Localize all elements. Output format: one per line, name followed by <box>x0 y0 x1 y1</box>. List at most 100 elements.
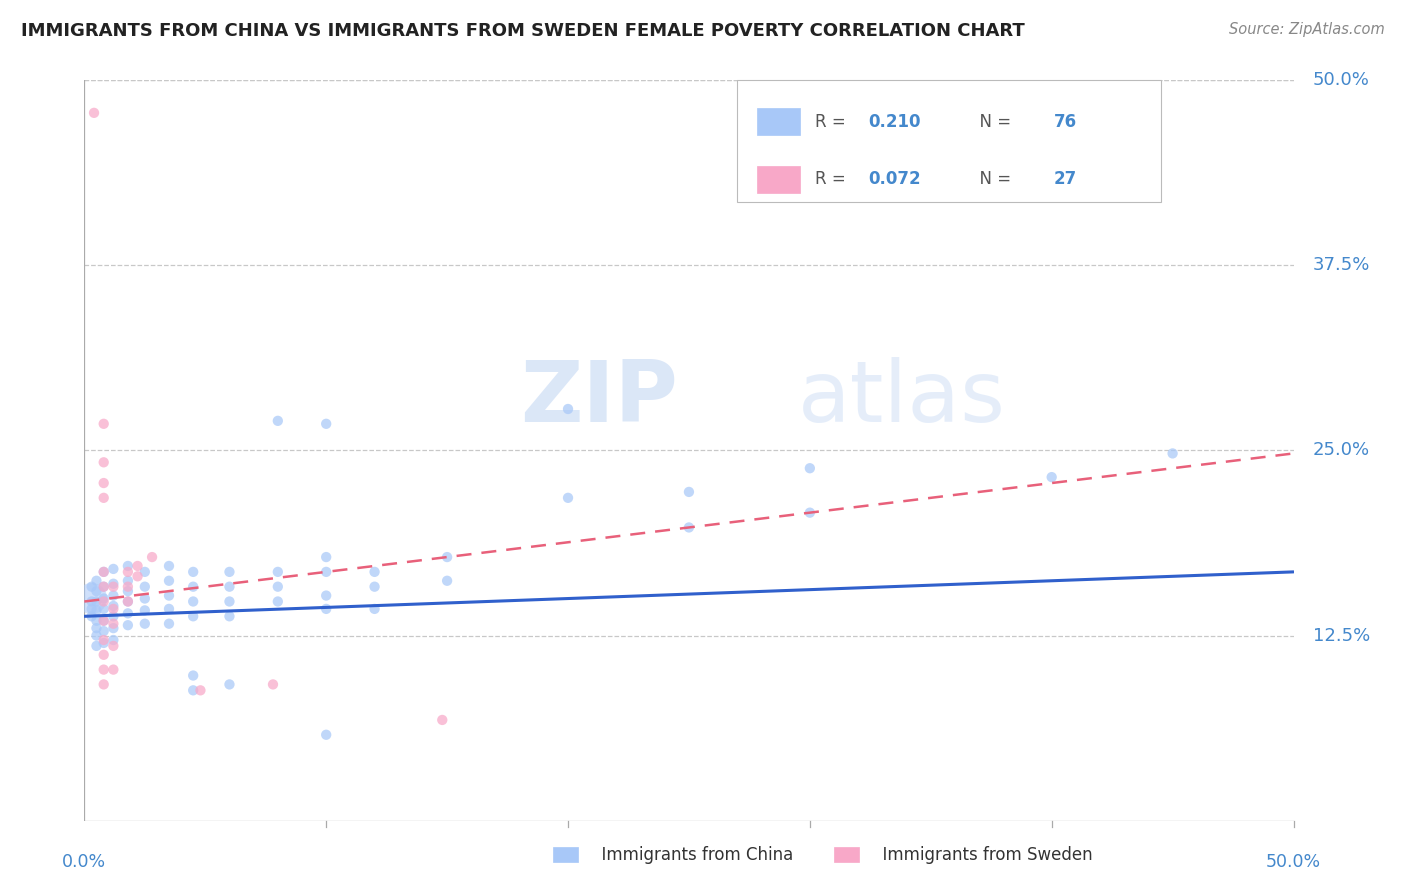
Point <box>117 558 139 573</box>
Point <box>103 562 125 576</box>
Point <box>267 565 290 579</box>
Point <box>181 609 204 624</box>
Point <box>86 603 108 617</box>
Point <box>80 602 103 616</box>
Text: 12.5%: 12.5% <box>1313 626 1369 645</box>
Point <box>93 614 115 628</box>
Point <box>141 550 163 565</box>
Point <box>218 580 240 594</box>
Point <box>436 550 458 565</box>
Point <box>157 558 180 573</box>
Point <box>181 594 204 608</box>
Point <box>267 414 290 428</box>
Point <box>315 589 337 603</box>
Point <box>80 609 103 624</box>
Text: Immigrants from Sweden: Immigrants from Sweden <box>872 846 1092 863</box>
Point <box>93 491 115 505</box>
Point <box>103 632 125 647</box>
Point <box>117 618 139 632</box>
Point <box>1161 446 1184 460</box>
Point <box>127 569 149 583</box>
Text: atlas: atlas <box>797 357 1005 440</box>
Point <box>557 491 579 505</box>
Point <box>93 602 115 616</box>
Point <box>83 106 105 120</box>
Point <box>86 614 108 628</box>
Text: N =: N = <box>970 170 1017 188</box>
Point <box>103 602 125 616</box>
Point <box>678 520 700 534</box>
Text: 0.072: 0.072 <box>868 170 921 188</box>
Point <box>799 506 821 520</box>
Point <box>103 599 125 613</box>
Point <box>93 624 115 639</box>
Point <box>93 632 115 647</box>
Point <box>1040 470 1063 484</box>
Text: R =: R = <box>814 112 851 131</box>
Point <box>93 648 115 662</box>
Point <box>262 677 284 691</box>
Point <box>157 616 180 631</box>
Point <box>103 589 125 603</box>
Point <box>218 565 240 579</box>
Text: 25.0%: 25.0% <box>1313 442 1369 459</box>
Bar <box>756 166 800 193</box>
Point <box>134 616 156 631</box>
Point <box>93 476 115 491</box>
Point <box>157 574 180 588</box>
Point <box>134 580 156 594</box>
Point <box>799 461 821 475</box>
Point <box>93 417 115 431</box>
Point <box>557 402 579 417</box>
Text: 50.0%: 50.0% <box>1265 854 1322 871</box>
Point <box>267 580 290 594</box>
Text: Female Poverty: Female Poverty <box>0 383 1 518</box>
Point <box>181 580 204 594</box>
Point <box>103 576 125 591</box>
Point <box>93 580 115 594</box>
Point <box>86 574 108 588</box>
Point <box>363 565 385 579</box>
Point <box>181 683 204 698</box>
Point <box>218 594 240 608</box>
Point <box>315 565 337 579</box>
Point <box>267 594 290 608</box>
Point <box>678 484 700 499</box>
Point <box>80 580 103 594</box>
Point <box>93 594 115 608</box>
Text: 76: 76 <box>1054 112 1077 131</box>
Point <box>134 591 156 606</box>
Point <box>117 574 139 588</box>
Text: IMMIGRANTS FROM CHINA VS IMMIGRANTS FROM SWEDEN FEMALE POVERTY CORRELATION CHART: IMMIGRANTS FROM CHINA VS IMMIGRANTS FROM… <box>21 22 1025 40</box>
Point <box>93 677 115 691</box>
Point <box>93 636 115 650</box>
Point <box>117 565 139 579</box>
Point <box>181 565 204 579</box>
Point <box>117 584 139 599</box>
Point <box>218 677 240 691</box>
Point <box>134 603 156 617</box>
Point <box>218 609 240 624</box>
Point <box>93 455 115 469</box>
Point <box>315 550 337 565</box>
Text: 37.5%: 37.5% <box>1313 256 1371 275</box>
Point <box>157 589 180 603</box>
FancyBboxPatch shape <box>737 80 1160 202</box>
Point <box>117 594 139 608</box>
Point <box>103 609 125 624</box>
Point <box>93 663 115 677</box>
Point <box>86 639 108 653</box>
Point <box>117 607 139 621</box>
Point <box>315 602 337 616</box>
Point <box>93 565 115 579</box>
Point <box>117 580 139 594</box>
Text: R =: R = <box>814 170 851 188</box>
Text: 0.0%: 0.0% <box>62 854 107 871</box>
Point <box>315 728 337 742</box>
Bar <box>756 109 800 135</box>
Point <box>157 602 180 616</box>
Point <box>363 602 385 616</box>
Point <box>432 713 454 727</box>
Text: N =: N = <box>970 112 1017 131</box>
Point <box>103 621 125 635</box>
